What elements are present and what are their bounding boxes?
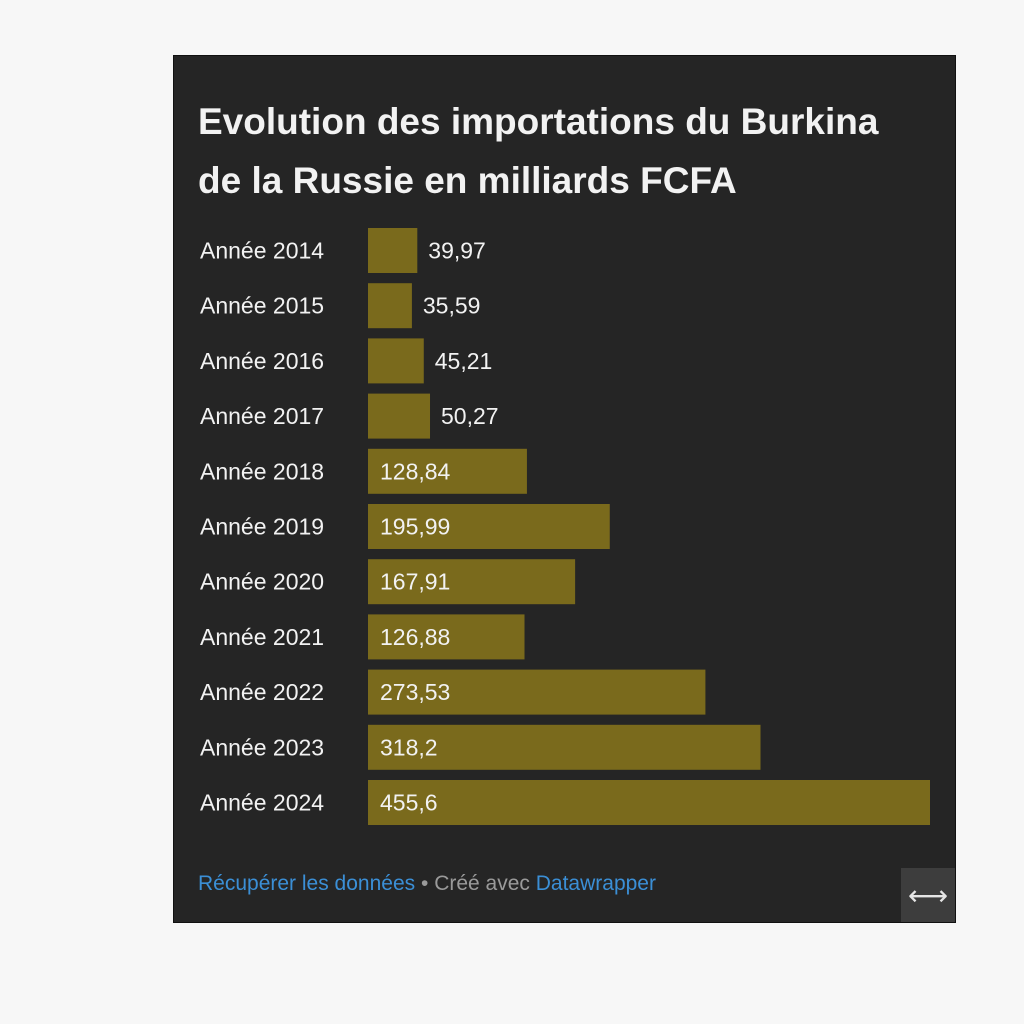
- value-label: 128,84: [380, 458, 451, 484]
- get-data-link[interactable]: Récupérer les données: [198, 872, 416, 895]
- category-label: Année 2014: [200, 238, 324, 264]
- value-label: 195,99: [380, 514, 450, 540]
- chart-title: Evolution des importations du Burkina de…: [198, 101, 879, 201]
- value-label: 45,21: [435, 348, 493, 374]
- value-label: 167,91: [380, 569, 450, 595]
- value-label: 50,27: [441, 403, 499, 429]
- value-label: 455,6: [380, 790, 438, 816]
- category-label: Année 2020: [200, 569, 324, 595]
- datawrapper-link[interactable]: Datawrapper: [535, 872, 656, 895]
- value-label: 273,53: [380, 679, 450, 705]
- bar: [368, 448, 527, 494]
- bar: [368, 559, 576, 605]
- bar: [368, 504, 610, 549]
- category-label: Année 2019: [200, 514, 324, 540]
- bar: [368, 669, 706, 715]
- bar: [368, 393, 431, 439]
- category-label: Année 2015: [200, 293, 324, 319]
- bar-chart: Année 2014 39,97 Année 2015 35,59 Année 2016…: [200, 228, 930, 825]
- created-with-text: Créé avec: [434, 872, 530, 895]
- value-label: 39,97: [428, 238, 486, 264]
- bar: [368, 283, 412, 329]
- category-label: Année 2023: [200, 734, 324, 760]
- bar: [368, 338, 424, 384]
- bar: [368, 228, 418, 273]
- horizontal-resize-icon[interactable]: ⟷: [901, 868, 955, 922]
- bar: [368, 614, 525, 660]
- bar: [368, 724, 761, 770]
- chart-card: Evolution des importations du Burkina de…: [173, 55, 956, 923]
- category-label: Année 2021: [200, 624, 324, 650]
- value-label: 318,2: [380, 734, 438, 760]
- category-label: Année 2022: [200, 679, 324, 705]
- bar: [368, 780, 930, 825]
- resize-glyph: ⟷: [907, 879, 949, 911]
- category-label: Année 2016: [200, 348, 324, 374]
- footer-separator: •: [420, 872, 429, 895]
- value-label: 126,88: [380, 624, 450, 650]
- category-label: Année 2018: [200, 458, 324, 484]
- value-label: 35,59: [423, 293, 481, 319]
- category-label: Année 2017: [200, 403, 324, 429]
- category-label: Année 2024: [200, 790, 324, 816]
- chart-footer: Récupérer les données • Créé avec Datawr…: [198, 872, 656, 896]
